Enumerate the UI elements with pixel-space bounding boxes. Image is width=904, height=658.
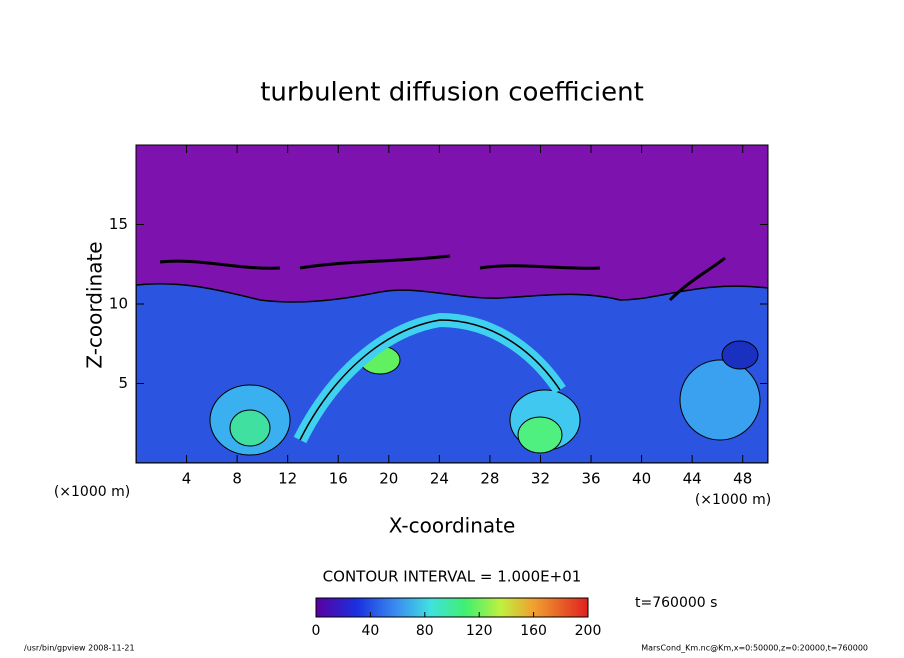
contour-interval: CONTOUR INTERVAL = 1.000E+01: [323, 568, 582, 586]
x-tick-label: 20: [379, 470, 398, 488]
y-tick-label: 10: [109, 295, 128, 313]
x-tick-label: 16: [329, 470, 348, 488]
chart-title: turbulent diffusion coefficient: [260, 78, 644, 108]
colorbar-tick-label: 0: [312, 623, 321, 639]
colorbar-tick-label: 160: [520, 623, 547, 639]
x-tick-label: 4: [182, 470, 192, 488]
x-tick-label: 48: [733, 470, 752, 488]
colorbar-tick-label: 40: [361, 623, 379, 639]
footer-left: /usr/bin/gpview 2008-11-21: [24, 644, 135, 653]
x-tick-label: 36: [581, 470, 600, 488]
colorbar: [315, 597, 589, 618]
colorbar-tick-label: 120: [466, 623, 493, 639]
colorbar-tick-label: 80: [416, 623, 434, 639]
contour-field: [136, 145, 768, 463]
x-axis-label: X-coordinate: [389, 514, 516, 538]
x-tick-label: 12: [278, 470, 297, 488]
time-label: t=760000 s: [635, 595, 717, 611]
x-tick-label: 40: [632, 470, 651, 488]
footer-right: MarsCond_Km.nc@Km,x=0:50000,z=0:20000,t=…: [641, 644, 868, 653]
x-tick-label: 8: [232, 470, 242, 488]
y-tick-label: 15: [109, 215, 128, 233]
x-tick-label: 24: [430, 470, 449, 488]
colorbar-tick-label: 200: [575, 623, 602, 639]
y-tick-label: 5: [118, 374, 128, 392]
x-unit: (×1000 m): [695, 492, 771, 508]
x-tick-label: 28: [480, 470, 499, 488]
y-axis-label: Z-coordinate: [83, 241, 107, 368]
x-tick-label: 44: [683, 470, 702, 488]
x-tick-label: 32: [531, 470, 550, 488]
y-unit: (×1000 m): [54, 484, 130, 500]
